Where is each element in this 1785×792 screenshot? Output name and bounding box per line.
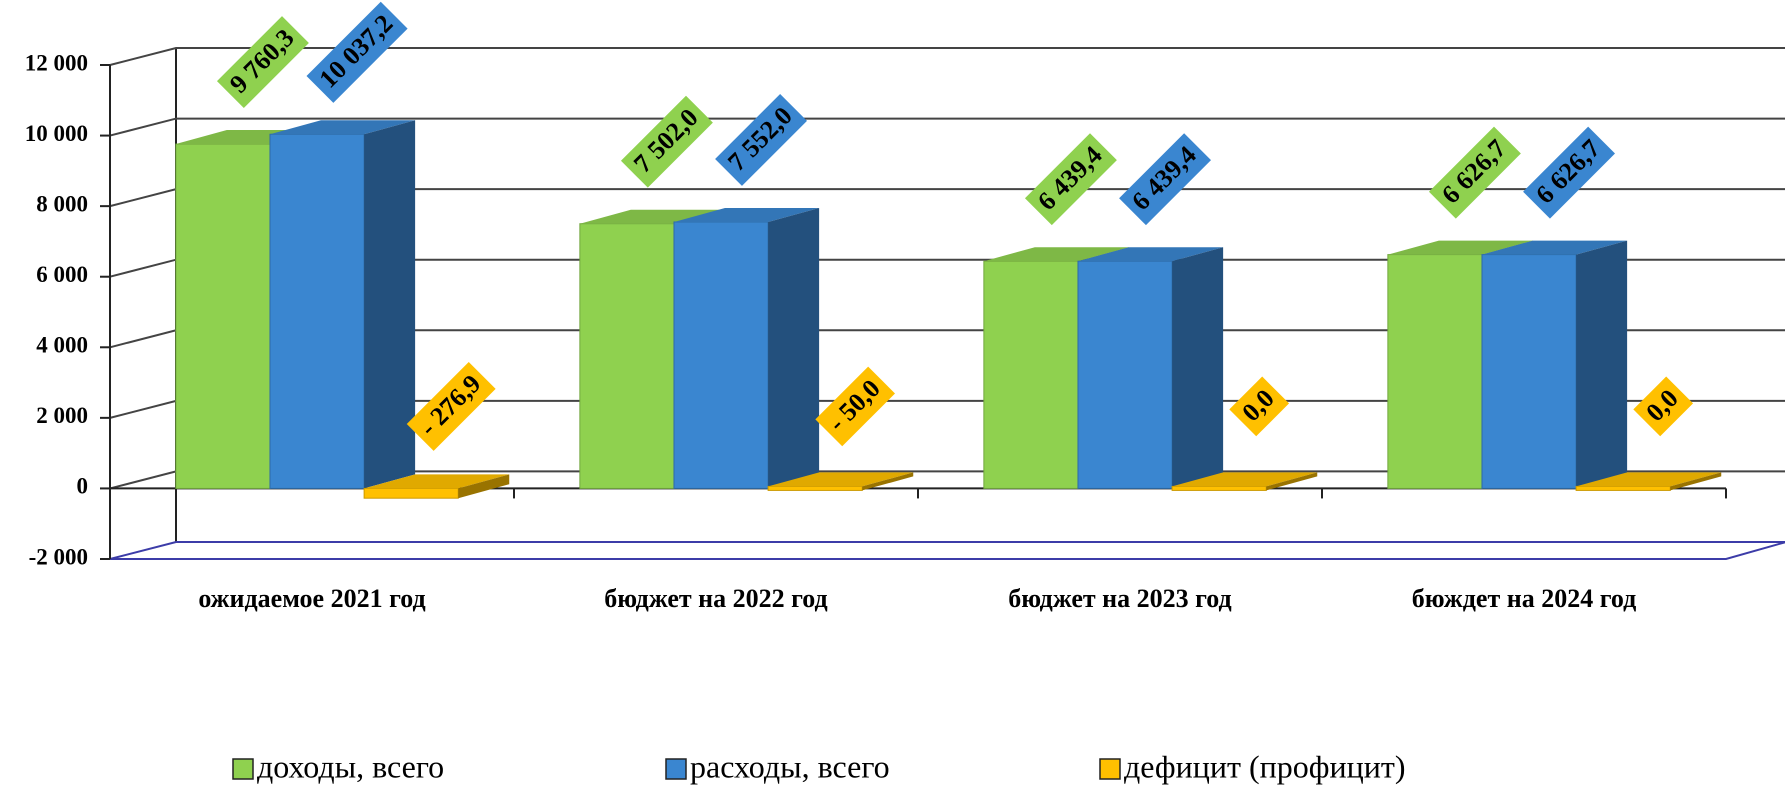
bar-side (364, 120, 416, 489)
bar-front (1171, 485, 1267, 491)
value-label-box (406, 361, 496, 451)
y-tick-label: 2 000 (36, 403, 88, 428)
y-tick-label: 12 000 (25, 50, 88, 75)
legend-label: расходы, всего (690, 748, 890, 784)
bar-front (1575, 485, 1671, 491)
bar-top (673, 207, 820, 222)
value-label-group: 9 760,3 (216, 16, 309, 108)
grid-line (109, 541, 1785, 560)
grid-line (109, 117, 1785, 137)
value-label-group: 7 502,0 (620, 95, 713, 188)
bar-side (458, 474, 510, 499)
value-label-box (620, 95, 713, 188)
value-label-box (306, 1, 408, 103)
bar-front (175, 143, 271, 489)
value-label-group: 7 552,0 (715, 93, 808, 186)
legend-label: доходы, всего (257, 748, 444, 784)
value-label-box (1229, 376, 1290, 437)
bar-top (579, 209, 725, 224)
bar-top (1576, 472, 1722, 487)
legend-label: дефицит (профицит) (1124, 748, 1406, 784)
value-label: 10 037,2 (314, 9, 399, 94)
value-label-box (715, 93, 808, 186)
y-tick-label: 4 000 (36, 333, 88, 358)
bar-side (1172, 247, 1224, 489)
bar-top (1481, 240, 1628, 255)
legend-swatch (665, 758, 687, 780)
value-label-group: 6 439,4 (1119, 133, 1212, 226)
y-tick-label: 8 000 (36, 191, 88, 216)
bar-front (269, 133, 365, 489)
bar-side (1266, 472, 1318, 491)
grid-line (109, 47, 1785, 66)
floor-edge (110, 541, 1785, 560)
bar-front (1077, 260, 1173, 489)
bar-side (1670, 472, 1722, 491)
value-label-group: 6 439,4 (1024, 133, 1117, 226)
value-label-group: - 50,0 (815, 366, 896, 447)
bar-front (673, 221, 769, 489)
bar-front (767, 485, 863, 491)
bar-top (768, 472, 914, 487)
y-tick-label: 6 000 (36, 262, 88, 287)
value-label-group: 10 037,2 (306, 1, 408, 103)
value-label-box (1119, 133, 1212, 226)
bar-side (768, 207, 820, 489)
x-tick-label: ожидаемое 2021 год (198, 584, 425, 613)
value-label-box (216, 16, 309, 108)
bar-top (364, 474, 510, 489)
value-label-box (815, 366, 896, 447)
bar-front (983, 260, 1079, 489)
value-label-box (1428, 126, 1521, 219)
bar-top (1077, 247, 1224, 262)
bar-side (862, 472, 914, 491)
bar-top (1387, 240, 1533, 255)
bar-top (269, 120, 416, 135)
bar-front (579, 223, 675, 489)
value-label-box (1633, 376, 1694, 437)
x-tick-label: бюждет на 2024 год (1412, 584, 1637, 613)
y-tick-label: -2 000 (29, 544, 88, 569)
bar-top (1172, 472, 1318, 487)
legend-swatch (1099, 758, 1121, 780)
x-tick-label: бюджет на 2023 год (1008, 584, 1231, 613)
value-label-group: 0,0 (1229, 376, 1290, 437)
bar-front (1387, 254, 1483, 489)
value-label-group: 0,0 (1633, 376, 1694, 437)
bar-top (983, 247, 1129, 262)
bar-front (363, 487, 459, 499)
value-label-box (1523, 126, 1616, 219)
value-label-box (1024, 133, 1117, 226)
value-label-group: - 276,9 (406, 361, 496, 451)
y-tick-label: 10 000 (25, 121, 88, 146)
bar-front (1481, 254, 1577, 489)
value-label-group: 6 626,7 (1428, 126, 1521, 219)
legend-swatch (232, 758, 254, 780)
bar-side (1576, 240, 1628, 489)
x-tick-label: бюджет на 2022 год (604, 584, 827, 613)
value-label-group: 6 626,7 (1523, 126, 1616, 219)
y-tick-label: 0 (77, 474, 89, 499)
